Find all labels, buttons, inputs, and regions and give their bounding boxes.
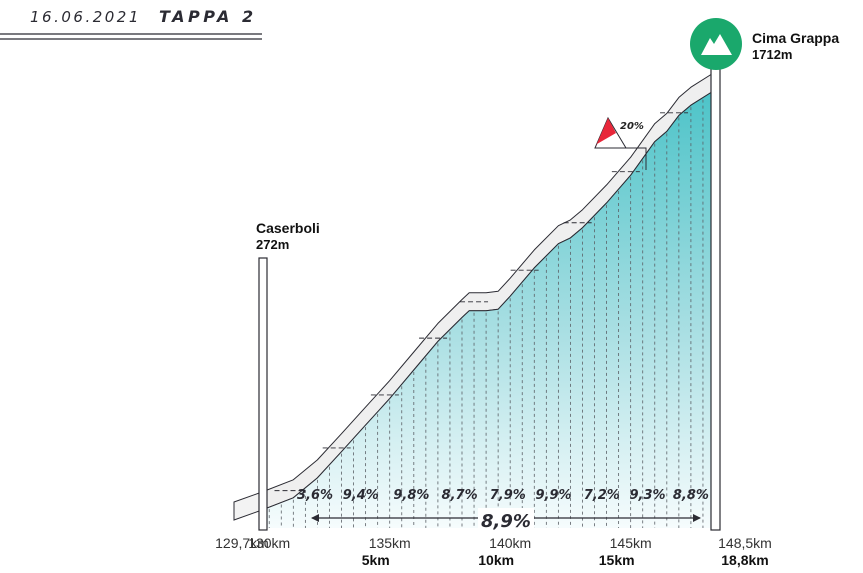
start-name: Caserboli (256, 220, 320, 236)
segment-gradient-label: 9,9% (536, 488, 572, 503)
finish-marker: Cima Grappa 1712m (690, 18, 839, 530)
stage-title: TAPPA 2 (159, 7, 257, 26)
average-gradient-label: 8,9% (481, 511, 531, 532)
steep-gradient-label: 20% (620, 121, 644, 132)
finish-altitude: 1712m (752, 47, 792, 62)
segment-gradient-label: 3,6% (297, 488, 333, 503)
segment-gradient-label: 8,7% (442, 488, 478, 503)
finish-pole (711, 52, 720, 530)
km-tick-label: 140km (489, 535, 531, 551)
segment-gradient-labels: 3,6% 9,4% 9,8% 8,7% 7,9% 9,9% 7,2% 9,3% 8,8% (297, 488, 709, 503)
segment-gradient-label: 9,3% (630, 488, 666, 503)
segment-gradient-label: 8,8% (673, 488, 709, 503)
profile-start-cap (234, 492, 262, 520)
distance-tick-label: 15km (599, 552, 635, 568)
finish-distance-label: 18,8km (721, 552, 768, 568)
km-tick-label: 130km (248, 535, 290, 551)
segment-gradient-label: 7,9% (490, 488, 526, 503)
km-tick-label: 135km (369, 535, 411, 551)
distance-tick-label: 10km (478, 552, 514, 568)
start-pole (259, 258, 267, 530)
segment-gradient-label: 9,4% (343, 488, 379, 503)
finish-km-label: 148,5km (718, 535, 772, 551)
finish-name: Cima Grappa (752, 30, 839, 46)
start-altitude: 272m (256, 237, 289, 252)
km-axis: 129,7km 148,5km 18,8km 130km 135km5km140k… (215, 535, 772, 568)
header: 16.06.2021 TAPPA 2 (0, 7, 262, 39)
km-tick-label: 145km (610, 535, 652, 551)
distance-tick-label: 5km (362, 552, 390, 568)
elevation-profile-chart: 16.06.2021 TAPPA 2 Caserboli 272m Cima G… (0, 0, 863, 573)
segment-gradient-label: 7,2% (584, 488, 620, 503)
segment-gradient-label: 9,8% (393, 488, 429, 503)
stage-date: 16.06.2021 (30, 8, 141, 26)
